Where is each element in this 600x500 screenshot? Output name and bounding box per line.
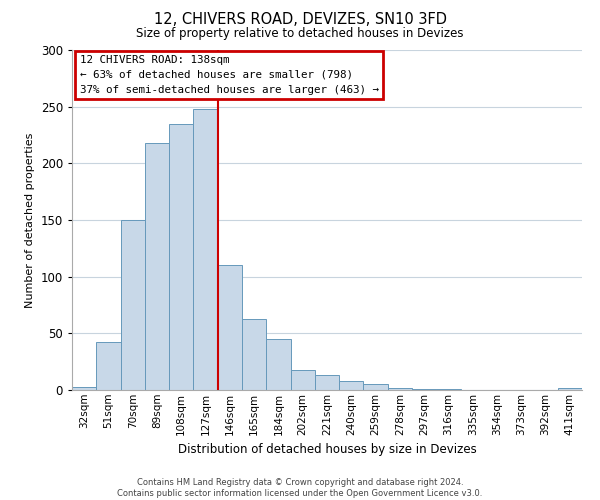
Bar (121, 220, 145, 390)
Bar (558, 388, 582, 390)
Bar (242, 318, 266, 390)
Text: Contains HM Land Registry data © Crown copyright and database right 2024.
Contai: Contains HM Land Registry data © Crown c… (118, 478, 482, 498)
Text: Size of property relative to detached houses in Devizes: Size of property relative to detached ho… (136, 28, 464, 40)
X-axis label: Distribution of detached houses by size in Devizes: Distribution of detached houses by size … (178, 443, 476, 456)
Text: 12, CHIVERS ROAD, DEVIZES, SN10 3FD: 12, CHIVERS ROAD, DEVIZES, SN10 3FD (154, 12, 446, 28)
Bar (339, 381, 364, 390)
Bar (218, 266, 242, 390)
Bar (290, 370, 315, 390)
Bar (169, 124, 193, 390)
Bar (388, 388, 412, 390)
Bar (412, 389, 436, 390)
Bar (364, 384, 388, 390)
Text: 12 CHIVERS ROAD: 138sqm
← 63% of detached houses are smaller (798)
37% of semi-d: 12 CHIVERS ROAD: 138sqm ← 63% of detache… (80, 55, 379, 94)
Bar (96, 342, 121, 390)
Bar (436, 389, 461, 390)
Bar (145, 143, 169, 390)
Bar (266, 339, 290, 390)
Y-axis label: Number of detached properties: Number of detached properties (25, 132, 35, 308)
Bar (193, 109, 218, 390)
Bar (72, 386, 96, 390)
Bar (315, 376, 339, 390)
